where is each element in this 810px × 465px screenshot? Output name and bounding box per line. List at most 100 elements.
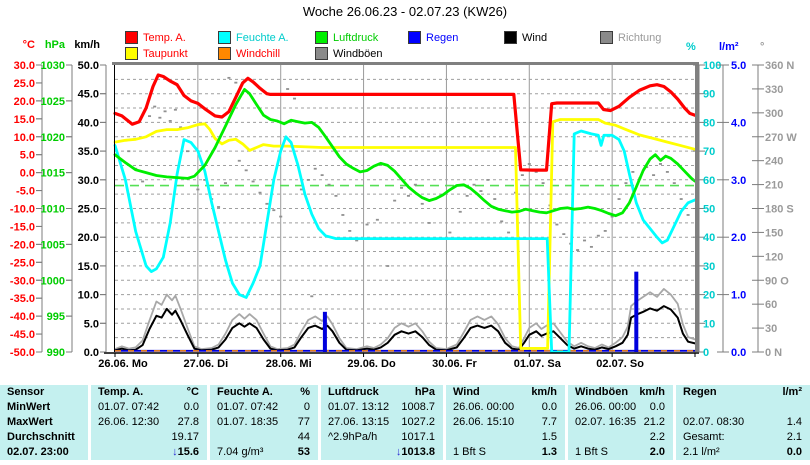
direction-dot <box>341 214 345 216</box>
direction-dot <box>458 210 462 213</box>
header-sensor-name: Luftdruck <box>328 386 379 398</box>
wind-axis-tick-label: 25.0 <box>78 204 99 216</box>
temp-axis-tick-label: -5.0 <box>16 186 35 198</box>
direction-dot <box>223 182 227 184</box>
direction-dot <box>603 230 607 232</box>
cell-value: 1.5 <box>541 431 557 443</box>
wind-axis-tick-label: 15.0 <box>78 261 99 273</box>
table-row: 02.07. 23:00 ↓15.6 7.04 g/m³ 53 ↓1013.8 1 Bft… <box>0 445 810 460</box>
direction-dot <box>624 182 628 184</box>
cell-datetime: 27.06. 13:15 <box>328 416 390 428</box>
direction-dot <box>406 194 410 197</box>
direction-axis-tick-label: 60 <box>765 299 777 311</box>
table-header-col: Temp. A. °C <box>88 385 207 400</box>
header-label: Sensor <box>7 386 45 398</box>
direction-dot <box>320 174 324 177</box>
temp-axis-tick-label: -45.0 <box>10 329 35 341</box>
direction-dot <box>286 88 290 90</box>
table-cell: 26.06. 15:10 7.7 <box>443 415 565 430</box>
direction-axis-tick-label: 0 N <box>765 347 782 359</box>
row-label-cell: MinWert <box>0 400 88 415</box>
legend-luftdruck-swatch <box>315 31 328 44</box>
pressure-axis-tick-label: 1005 <box>41 239 65 251</box>
rain-axis-tick-label: 5.0 <box>731 60 746 72</box>
temp-axis-tick-label: -40.0 <box>10 311 35 323</box>
cell-datetime: 1 Bft S <box>453 446 487 458</box>
cell-datetime <box>91 445 98 460</box>
table-cell: 2.1 l/m² 0.0 <box>673 445 810 460</box>
humidity-axis-tick-label: 60 <box>703 175 715 187</box>
cell-datetime: 02.07. 16:35 <box>575 416 637 428</box>
x-axis-label: 01.07. Sa <box>514 358 562 370</box>
table-cell: 01.07. 13:12 1008.7 <box>318 400 443 415</box>
direction-dot <box>520 174 524 177</box>
table-header-col: Regen l/m² <box>673 385 810 400</box>
cell-datetime: 26.06. 15:10 <box>453 416 515 428</box>
table-row: MinWert 01.07. 07:42 0.0 01.07. 07:42 0 01.07… <box>0 400 810 415</box>
cell-value: 19.17 <box>171 431 199 443</box>
direction-dot <box>203 179 207 181</box>
direction-dot <box>244 169 248 172</box>
humidity-axis-tick-label: 20 <box>703 290 715 302</box>
table-cell: 19.17 <box>88 430 207 445</box>
table-cell: 44 <box>207 430 318 445</box>
cell-datetime: 26.06. 00:00 <box>453 401 515 413</box>
direction-dot <box>234 81 238 84</box>
table-cell: ↓15.6 <box>88 445 207 460</box>
stats-table: Sensor Temp. A. °C Feuchte A.% Luftdruck hPa W… <box>0 385 810 465</box>
cell-datetime: ^2.9hPa/h <box>328 431 378 443</box>
row-label: MaxWert <box>7 416 53 428</box>
direction-dot <box>617 198 621 200</box>
temp-axis-tick-label: 15.0 <box>14 114 35 126</box>
direction-dot <box>179 126 183 129</box>
direction-dot <box>310 295 314 298</box>
legend-feuchte: Feuchte A. <box>218 31 289 44</box>
direction-dot <box>196 188 200 191</box>
direction-dot <box>413 183 417 186</box>
legend-windchill-label: Windchill <box>236 47 281 60</box>
legend-windchill-swatch <box>218 47 231 60</box>
direction-dot <box>168 120 172 122</box>
temp-axis-tick-label: 25.0 <box>14 78 35 90</box>
header-sensor-unit: °C <box>186 386 199 398</box>
humidity-axis-tick-label: 80 <box>703 117 715 129</box>
row-label: MinWert <box>7 401 51 413</box>
legend-luftdruck-label: Luftdruck <box>333 31 379 44</box>
humidity-axis-tick-label: 30 <box>703 261 715 273</box>
direction-dot <box>279 215 283 218</box>
temp-axis-tick-label: 30.0 <box>14 60 35 72</box>
cell-value: ↓1013.8 <box>395 446 435 458</box>
direction-dot <box>265 202 269 205</box>
temp-axis-tick-label: -25.0 <box>10 257 35 269</box>
cell-value: 0.0 <box>786 446 802 458</box>
table-cell: 1 Bft S 1.3 <box>443 445 565 460</box>
direction-dot <box>679 198 683 200</box>
direction-dot <box>313 167 317 170</box>
wind-axis-tick-label: 35.0 <box>78 146 99 158</box>
direction-dot <box>672 182 676 184</box>
header-sensor-name: Temp. A. <box>98 386 144 398</box>
cell-value: 2.1 <box>786 431 802 443</box>
temp-axis-tick-label: 5.0 <box>20 150 35 162</box>
x-axis-label: 26.06. Mo <box>98 358 148 370</box>
direction-dot <box>658 163 662 165</box>
legend-richtung: Richtung <box>600 31 661 44</box>
wind-axis-tick-label: 30.0 <box>78 175 99 187</box>
cell-datetime: 26.06. 00:00 <box>575 401 637 413</box>
x-axis-label: 30.06. Fr <box>432 358 477 370</box>
direction-dot <box>583 239 587 242</box>
humidity-axis-tick-label: 70 <box>703 146 715 158</box>
pressure-axis-tick-label: 1010 <box>41 204 65 216</box>
direction-dot <box>227 76 231 79</box>
table-cell: 1.5 <box>443 430 565 445</box>
cell-value: 1008.7 <box>401 401 435 413</box>
direction-axis-tick-label: 240 <box>765 156 783 168</box>
cell-datetime: 7.04 g/m³ <box>217 446 264 458</box>
cell-value: ↓15.6 <box>172 446 199 458</box>
temp-axis-tick-label: -10.0 <box>10 204 35 216</box>
header-sensor-unit: km/h <box>639 386 665 398</box>
cell-value: 1027.2 <box>401 416 435 428</box>
direction-dot <box>686 214 690 216</box>
legend-taupunkt-swatch <box>125 47 138 60</box>
legend-windchill: Windchill <box>218 47 280 60</box>
